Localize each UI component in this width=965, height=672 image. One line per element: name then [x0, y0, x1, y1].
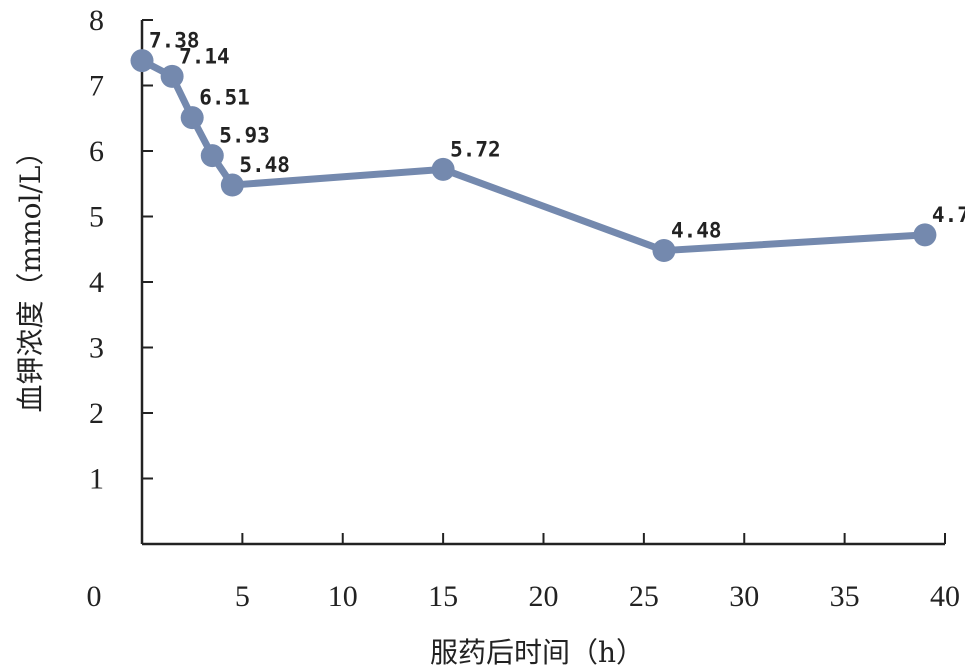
x-tick-label: 30 [729, 580, 759, 613]
data-point [652, 239, 676, 263]
data-labels: 7.387.14 6.51 5.93 5.48 5.72 4.48 4.72 [149, 29, 965, 243]
data-point [431, 157, 455, 181]
series [130, 49, 937, 263]
x-tick-label: 40 [930, 580, 960, 613]
x-tick-label: 10 [328, 580, 358, 613]
y-tick-label: 2 [89, 397, 104, 430]
axes [140, 19, 946, 546]
y-tick-label: 1 [89, 463, 104, 496]
data-point [160, 64, 184, 88]
tick-labels: 1 2 3 4 5 6 7 8 0 5 10 15 20 25 30 35 40 [87, 4, 961, 613]
data-label: 7.14 [179, 44, 230, 68]
x-axis-title: 服药后时间（h） [430, 636, 644, 669]
x-tick-label: 0 [87, 580, 102, 613]
data-label: 5.93 [219, 124, 270, 148]
y-axis-title: 血钾浓度（mmol/L） [14, 138, 47, 413]
data-point [200, 144, 224, 168]
y-tick-label: 4 [89, 266, 104, 299]
data-point [180, 106, 204, 130]
data-point [130, 49, 154, 73]
y-tick-label: 3 [89, 332, 104, 365]
data-point [220, 173, 244, 197]
data-label: 4.48 [671, 219, 722, 243]
x-tick-label: 20 [529, 580, 559, 613]
data-label: 6.51 [199, 86, 250, 110]
data-point [913, 223, 937, 247]
x-tick-label: 35 [830, 580, 860, 613]
data-label: 5.48 [239, 153, 290, 177]
data-label: 7.38 [149, 29, 200, 53]
x-tick-label: 15 [428, 580, 458, 613]
data-label: 4.72 [932, 203, 965, 227]
data-label: 5.72 [450, 137, 501, 161]
y-tick-label: 6 [89, 135, 104, 168]
y-tick-label: 8 [89, 4, 104, 37]
y-tick-label: 7 [89, 70, 104, 103]
x-tick-label: 5 [235, 580, 250, 613]
y-tick-label: 5 [89, 201, 104, 234]
x-tick-label: 25 [629, 580, 659, 613]
